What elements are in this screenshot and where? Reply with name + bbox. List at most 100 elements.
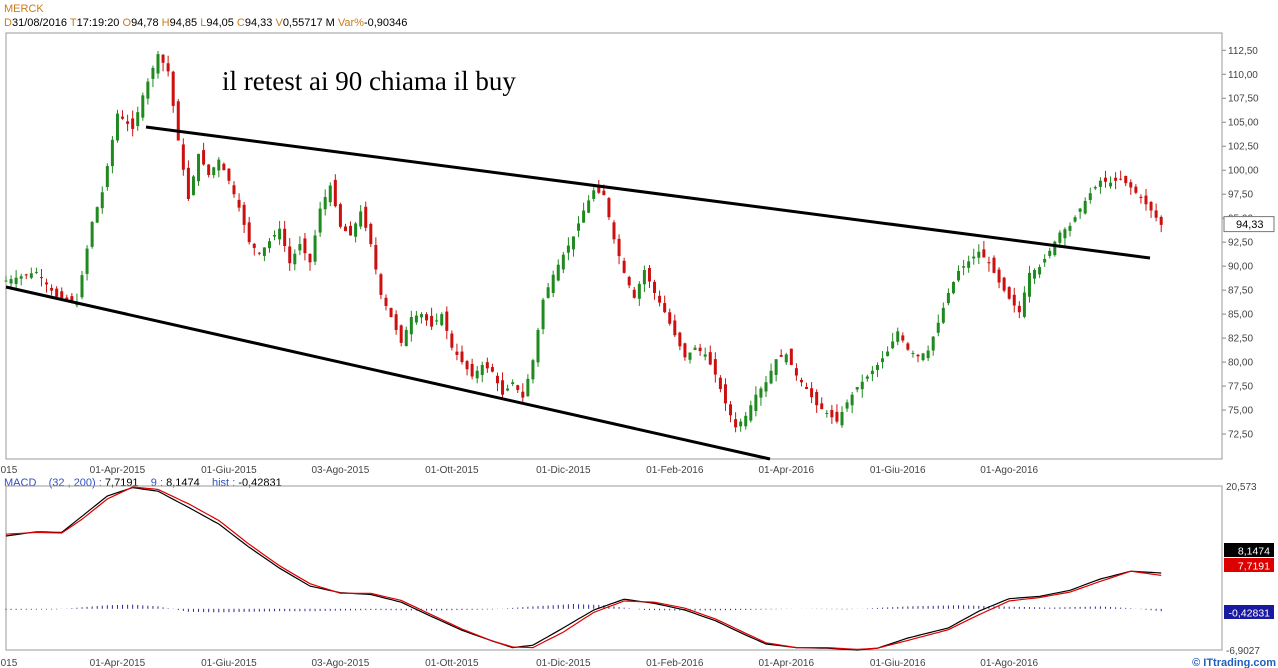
candle-body bbox=[278, 228, 282, 240]
candle-body bbox=[359, 211, 363, 227]
candle-body bbox=[506, 388, 510, 391]
candle-body bbox=[592, 190, 596, 199]
candle-body bbox=[734, 419, 738, 428]
candle-body bbox=[703, 354, 707, 357]
candle-body bbox=[946, 293, 950, 304]
candle-body bbox=[637, 283, 641, 299]
candle-body bbox=[886, 351, 890, 357]
candle-body bbox=[1002, 277, 1006, 291]
candle-body bbox=[718, 377, 722, 389]
candle-body bbox=[1119, 178, 1123, 180]
candle-body bbox=[171, 71, 175, 106]
candle-body bbox=[283, 228, 287, 246]
price-y-tick-label: 97,50 bbox=[1228, 190, 1253, 201]
candle-body bbox=[303, 238, 307, 254]
price-y-tick-label: 80,00 bbox=[1228, 358, 1253, 369]
candle-body bbox=[754, 394, 758, 411]
candle-body bbox=[921, 353, 925, 361]
candle-body bbox=[242, 204, 246, 225]
candle-body bbox=[202, 150, 206, 165]
candle-body bbox=[470, 363, 474, 377]
candle-body bbox=[784, 354, 788, 363]
candle-body bbox=[759, 388, 763, 398]
candle-body bbox=[551, 274, 555, 294]
candle-body bbox=[1114, 177, 1118, 181]
candle-body bbox=[658, 295, 662, 303]
candle-body bbox=[1027, 272, 1031, 297]
candle-body bbox=[141, 95, 145, 118]
candle-body bbox=[1159, 216, 1163, 225]
candle-body bbox=[181, 144, 185, 170]
candle-body bbox=[1068, 225, 1072, 231]
candle-body bbox=[1033, 269, 1037, 279]
price-y-tick-label: 90,00 bbox=[1228, 262, 1253, 273]
candle-body bbox=[293, 253, 297, 265]
candle-body bbox=[212, 167, 216, 176]
quote-value-3: 94,85 bbox=[169, 17, 198, 29]
quote-key-5: C bbox=[236, 17, 245, 29]
candle-body bbox=[875, 364, 879, 371]
candle-body bbox=[298, 244, 302, 251]
price-y-tick-label: 100,00 bbox=[1228, 166, 1259, 177]
candle-body bbox=[39, 277, 43, 279]
candle-body bbox=[105, 166, 109, 188]
candle-body bbox=[369, 223, 373, 245]
candle-body bbox=[161, 54, 165, 63]
candle-body bbox=[1124, 175, 1128, 184]
macd-x-tick-label: 01-Apr-2015 bbox=[90, 658, 146, 668]
candle-body bbox=[896, 331, 900, 342]
candle-body bbox=[566, 245, 570, 253]
candle-body bbox=[1017, 305, 1021, 313]
candle-body bbox=[820, 403, 824, 410]
signal-period: 9 bbox=[150, 477, 157, 489]
candle-body bbox=[328, 185, 332, 203]
signal-value-box bbox=[1224, 543, 1274, 557]
candle-body bbox=[632, 289, 636, 298]
symbol-label: MERCK bbox=[4, 3, 44, 15]
candle-body bbox=[364, 206, 368, 228]
candle-body bbox=[1098, 180, 1102, 187]
candle-body bbox=[607, 198, 611, 218]
candle-body bbox=[571, 236, 575, 250]
candle-body bbox=[409, 317, 413, 335]
candle-body bbox=[394, 314, 398, 330]
candle-body bbox=[810, 388, 814, 398]
candle-body bbox=[95, 207, 99, 223]
candle-body bbox=[455, 351, 459, 355]
macd-value-box bbox=[1224, 558, 1274, 572]
candle-body bbox=[19, 276, 23, 279]
macd-x-tick-label: 01-Ott-2015 bbox=[425, 658, 479, 668]
quote-value-7: -0,90346 bbox=[363, 17, 408, 29]
candle-body bbox=[561, 254, 565, 270]
candle-body bbox=[688, 352, 692, 360]
candle-body bbox=[24, 274, 28, 276]
candle-body bbox=[1073, 217, 1077, 222]
price-x-tick-label: 01-Feb-2016 bbox=[646, 465, 704, 476]
candle-body bbox=[384, 297, 388, 306]
candle-body bbox=[977, 251, 981, 258]
candle-body bbox=[1058, 232, 1062, 243]
candle-body bbox=[678, 332, 682, 347]
watermark-text: © ITtrading.com bbox=[1192, 657, 1276, 668]
price-x-tick-label: 01-Apr-2015 bbox=[90, 465, 146, 476]
quote-key-0: D bbox=[4, 17, 12, 29]
quote-value-0: 31/08/2016 bbox=[11, 17, 68, 29]
candle-body bbox=[997, 269, 1001, 283]
candle-body bbox=[511, 382, 515, 385]
price-y-tick-label: 105,00 bbox=[1228, 118, 1259, 129]
candle-body bbox=[749, 405, 753, 421]
price-y-tick-label: 82,50 bbox=[1228, 334, 1253, 345]
candle-body bbox=[1103, 177, 1107, 182]
hist-value-box-label: -0,42831 bbox=[1229, 608, 1271, 620]
macd-value-box-label: 7,7191 bbox=[1238, 561, 1270, 573]
candle-body bbox=[318, 208, 322, 233]
candle-body bbox=[14, 277, 18, 284]
candle-body bbox=[840, 411, 844, 426]
candle-body bbox=[642, 269, 646, 285]
candle-body bbox=[110, 139, 114, 167]
candle-body bbox=[729, 404, 733, 416]
quote-key-6: V bbox=[275, 17, 283, 29]
candle-body bbox=[865, 376, 869, 379]
candle-body bbox=[191, 176, 195, 196]
